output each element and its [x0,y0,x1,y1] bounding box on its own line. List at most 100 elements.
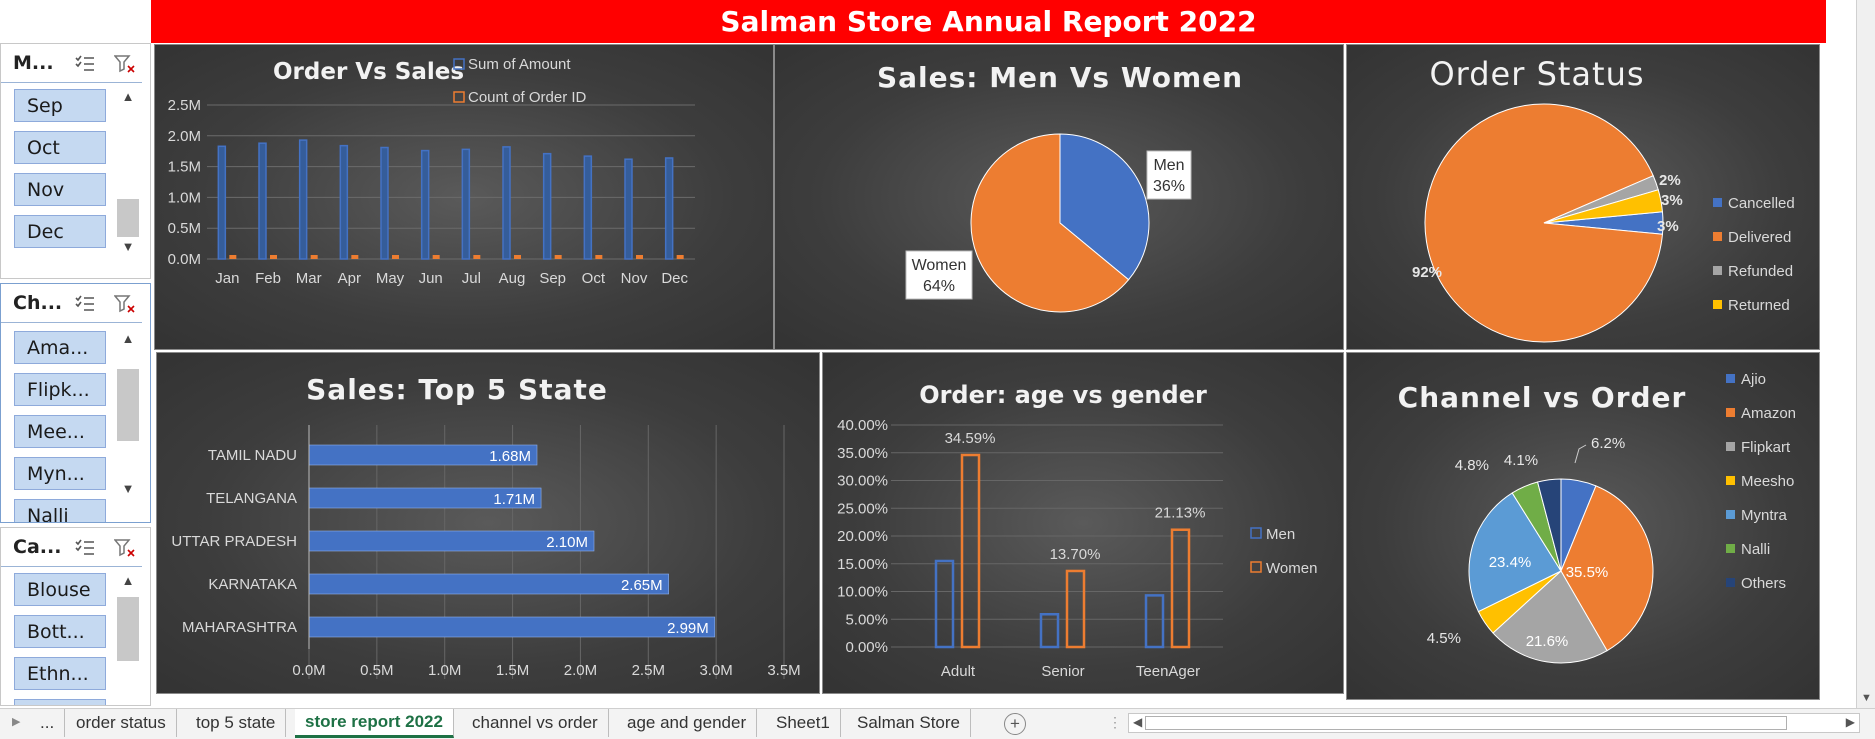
y-tick-label: 0.5M [168,220,201,237]
x-tick-label: 0.0M [292,662,325,679]
slicer-scrollbar[interactable]: ▲ ▼ [115,331,141,496]
slicer-item[interactable] [14,699,106,705]
x-tick-label: Oct [582,270,606,287]
legend-swatch [1713,198,1722,207]
bar [960,453,981,649]
bar [514,255,521,259]
tab-age-and-gender[interactable]: age and gender [617,709,758,737]
slicer-item[interactable]: Nalli [14,499,106,522]
chevron-up-icon[interactable]: ▲ [121,573,135,588]
legend-swatch [1726,476,1735,485]
clear-filter-icon[interactable] [113,294,136,319]
legend-label: Returned [1728,297,1790,314]
add-sheet-button[interactable]: + [1004,713,1026,735]
scroll-thumb[interactable] [117,199,139,237]
chevron-right-icon[interactable]: ▶ [1845,715,1855,729]
chart-age-vs-gender[interactable]: Order: age vs gender 0.00% 5.00% 10.00% 15.… [822,352,1344,694]
data-label: 64% [923,278,955,295]
scroll-thumb[interactable] [117,369,139,441]
data-label: Men [1153,157,1184,174]
x-tick-label: Jan [215,270,239,287]
tab-scroll-right-icon[interactable]: ▶ [12,716,21,728]
y-tick-label: KARNATAKA [208,576,297,593]
bar [1065,569,1086,649]
slicer-item[interactable]: Mee... [14,415,106,448]
clear-filter-icon[interactable] [113,54,136,79]
slicer-item[interactable]: Ethn... [14,657,106,690]
y-tick-label: TAMIL NADU [208,447,297,464]
multi-select-icon[interactable] [74,54,96,79]
slicer-item[interactable]: Oct [14,131,106,164]
multi-select-icon[interactable] [74,538,96,563]
y-tick-label: 2.5M [168,97,201,114]
slicer-scrollbar[interactable]: ▲ ▼ [115,89,141,254]
bar [1039,613,1060,649]
data-label: 6.2% [1591,435,1625,452]
tab-ellipsis[interactable]: ... [30,709,66,737]
chevron-up-icon[interactable]: ▲ [121,89,135,104]
data-label: 1.71M [493,491,535,508]
x-tick-label: Dec [661,270,688,287]
x-tick-label: Adult [941,663,976,680]
slicer-item[interactable]: Nov [14,173,106,206]
y-tick-label: UTTAR PRADESH [171,533,297,550]
chart-order-vs-sales[interactable]: Order Vs Sales 0.0M 0.5M 1.0M 1.5M 2.0M 2.5M J… [154,44,774,350]
chart-canvas: Men 36% Women 64% [905,133,1192,313]
bar [554,255,562,259]
slicer-item[interactable]: Dec [14,215,106,248]
x-tick-label: May [376,270,405,287]
x-tick-label: 3.5M [767,662,800,679]
tab-salman-store[interactable]: Salman Store [847,709,971,737]
data-label: 23.4% [1489,554,1532,571]
data-label-box [1146,150,1192,200]
y-tick-label: 30.00% [837,473,888,490]
chevron-down-icon[interactable]: ▼ [121,481,135,496]
legend-label: Men [1266,526,1295,543]
scroll-thumb[interactable] [117,597,139,661]
slicer-item[interactable]: Sep [14,89,106,122]
slicer-scrollbar[interactable]: ▲ [115,573,141,703]
sheet-tab-bar: ▶ ... order status top 5 state store rep… [0,708,1875,739]
slicer-item[interactable]: Flipk... [14,373,106,406]
sheet-vertical-scrollbar[interactable]: ▼ [1856,0,1875,708]
bar [1170,528,1191,649]
y-tick-label: 25.00% [837,500,888,517]
scroll-thumb[interactable] [1145,716,1787,730]
chevron-up-icon[interactable]: ▲ [121,331,135,346]
slicer-item[interactable]: Blouse [14,573,106,606]
y-tick-label: 1.5M [168,159,201,176]
data-label: 4.1% [1504,452,1538,469]
tab-top-5-state[interactable]: top 5 state [186,709,287,737]
horizontal-scrollbar[interactable]: ◀ ▶ [1128,713,1860,733]
chevron-down-icon[interactable]: ▼ [1861,692,1872,704]
slicer-month[interactable]: M... Sep Oct Nov Dec ▲ ▼ [0,43,151,279]
legend-label: Count of Order ID [468,89,587,106]
slicer-channel[interactable]: Ch... Ama... Flipk... Mee... Myn... Nall… [0,283,151,523]
legend-label: Meesho [1741,473,1794,490]
data-label: 2.10M [546,534,588,551]
clear-filter-icon[interactable] [113,538,136,563]
y-tick-label: 40.00% [837,417,888,434]
x-tick-label: Sep [539,270,566,287]
legend-swatch [1713,300,1722,309]
multi-select-icon[interactable] [74,294,96,319]
tab-order-status[interactable]: order status [66,709,177,737]
tab-split-handle-icon[interactable]: ⋮ [1108,714,1122,730]
chart-men-vs-women[interactable]: Sales: Men Vs Women Men 36% Women 64% [774,44,1344,350]
pie-slice [1560,485,1654,652]
data-label: 2% [1659,172,1681,189]
tab-channel-vs-order[interactable]: channel vs order [462,709,609,737]
bar [380,146,389,260]
slicer-category[interactable]: Ca... Blouse Bott... Ethn... ▲ [0,527,151,706]
chevron-left-icon[interactable]: ◀ [1133,715,1143,729]
chevron-down-icon[interactable]: ▼ [121,239,135,254]
chart-order-status[interactable]: Order Status 3% 92% 2% 3% Cancelled Delivered… [1346,44,1820,350]
slicer-item[interactable]: Myn... [14,457,106,490]
data-label: 13.70% [1050,546,1101,563]
chart-channel-vs-order[interactable]: Channel vs Order 6.2% 35.5% 21.6% 4.5% 23.4%… [1346,352,1820,700]
slicer-item[interactable]: Ama... [14,331,106,364]
slicer-item[interactable]: Bott... [14,615,106,648]
tab-sheet1[interactable]: Sheet1 [766,709,841,737]
tab-store-report-2022[interactable]: store report 2022 [295,709,454,738]
chart-top5-state[interactable]: Sales: Top 5 State 0.0M 0.5M 1.0M 1.5M 2.0M 2… [156,352,820,694]
